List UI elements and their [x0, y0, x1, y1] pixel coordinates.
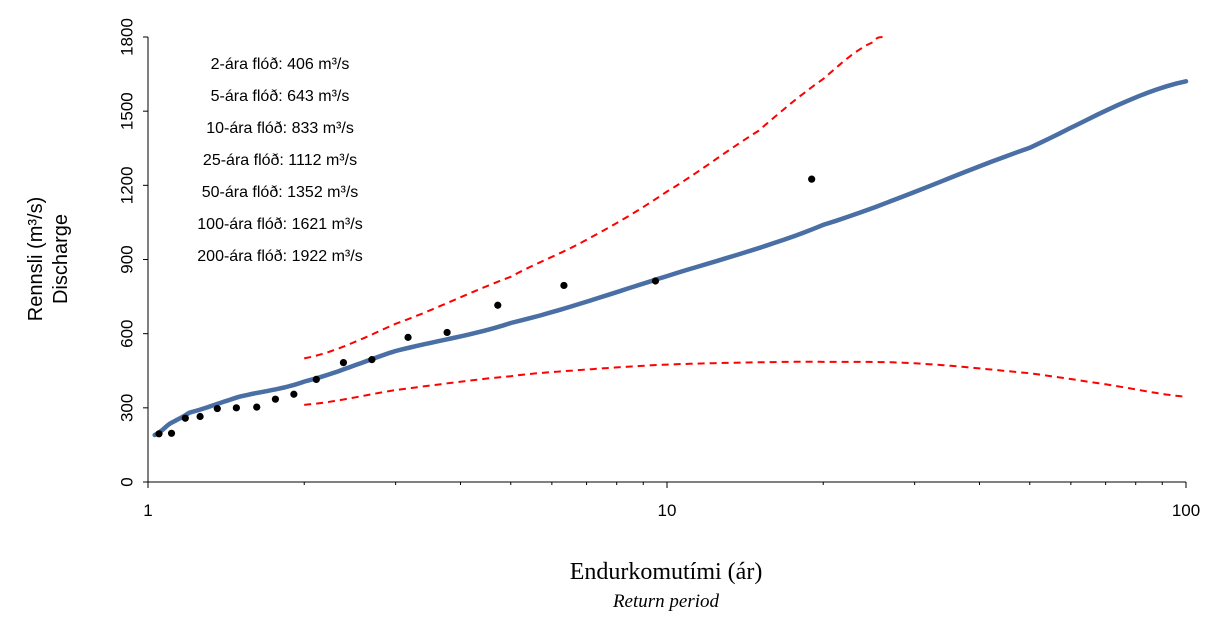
data-point [560, 281, 568, 290]
x-axis: 1 10 100 [143, 481, 1200, 520]
y-axis: 0 300 600 900 1200 1500 1800 [117, 18, 149, 487]
annotation-200yr: 200-ára flóð: 1922 m³/s [197, 248, 362, 265]
data-point [167, 429, 176, 437]
data-point [290, 390, 298, 398]
x-tick-label: 1 [143, 501, 152, 520]
data-point [271, 395, 280, 403]
y-axis-label-sub: Discharge [50, 214, 72, 304]
y-tick-label: 600 [117, 319, 136, 347]
y-tick-label: 900 [117, 245, 136, 273]
annotation-10yr: 10-ára flóð: 833 m³/s [206, 120, 354, 137]
x-axis-label-sub: Return period [612, 591, 720, 612]
annotation-100yr: 100-ára flóð: 1621 m³/s [197, 216, 362, 233]
data-point [312, 375, 320, 384]
data-point [339, 358, 348, 367]
y-tick-label: 0 [117, 477, 136, 486]
upper-bound-line [303, 36, 887, 360]
y-tick-label: 1200 [117, 166, 136, 204]
data-point [213, 404, 221, 413]
y-tick-label: 300 [117, 394, 136, 422]
data-point [368, 356, 376, 364]
annotation-5yr: 5-ára flóð: 643 m³/s [211, 88, 350, 105]
y-tick-label: 1500 [117, 92, 136, 130]
data-point [253, 403, 261, 411]
annotation-2yr: 2-ára flóð: 406 m³/s [211, 56, 350, 73]
x-tick-label: 10 [658, 501, 677, 520]
data-point [494, 301, 502, 309]
data-point [404, 333, 412, 341]
data-point [808, 175, 816, 183]
annotation-block: 2-ára flóð: 406 m³/s 5-ára flóð: 643 m³/… [197, 56, 362, 265]
data-point [181, 414, 189, 422]
annotation-25yr: 25-ára flóð: 1112 m³/s [203, 152, 357, 169]
data-point [232, 404, 240, 412]
y-tick-label: 1800 [117, 18, 136, 56]
y-axis-label: Rennsli (m³/s) [25, 197, 47, 321]
x-axis-label: Endurkomutími (ár) [570, 559, 763, 585]
data-point [651, 277, 660, 285]
data-point [443, 328, 451, 337]
annotation-50yr: 50-ára flóð: 1352 m³/s [202, 184, 359, 201]
y-axis-title: Rennsli (m³/s) Discharge [25, 197, 72, 321]
data-point [196, 412, 204, 421]
x-tick-label: 100 [1172, 501, 1200, 520]
lower-bound-line [304, 360, 1187, 406]
data-point [155, 430, 163, 438]
